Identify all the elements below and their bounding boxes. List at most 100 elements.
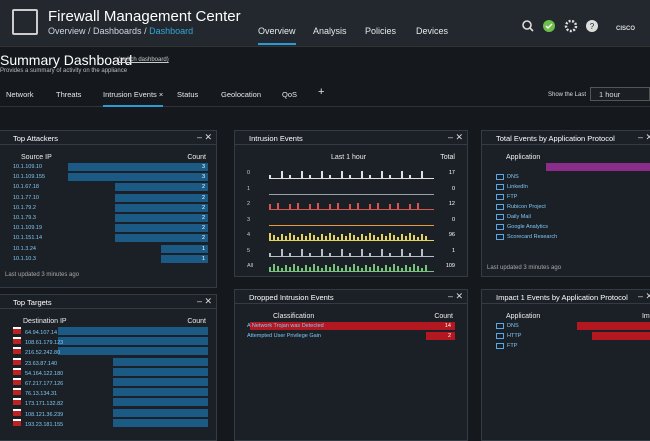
- table-row[interactable]: Rubicon Project: [496, 203, 546, 212]
- spark-tick: [297, 237, 299, 240]
- table-row[interactable]: DNS: [496, 322, 519, 331]
- table-row[interactable]: 10.1.79.3 2: [13, 214, 209, 223]
- table-row[interactable]: Daily Mail: [496, 213, 531, 222]
- count-bar: [161, 254, 208, 263]
- spark-tick: [269, 204, 271, 209]
- table-row[interactable]: 54.164.122.180: [13, 367, 63, 377]
- table-row[interactable]: 10.1.3.24 1: [13, 245, 209, 254]
- spark-tick: [377, 203, 379, 209]
- spark-tick: [349, 204, 351, 209]
- spark-tick: [281, 234, 283, 240]
- time-select[interactable]: 1 hour: [590, 87, 650, 101]
- widget-controls[interactable]: – ✕: [196, 296, 212, 306]
- count-bar: [113, 398, 208, 407]
- table-row[interactable]: Attempted User Privilege Gain 2: [247, 332, 455, 341]
- spark-tick: [337, 237, 339, 240]
- tab[interactable]: QoS: [282, 90, 298, 99]
- total: 96: [448, 232, 455, 238]
- table-row[interactable]: A Network Trojan was Detected 14: [247, 322, 455, 331]
- spark-tick: [353, 235, 355, 240]
- widget-controls[interactable]: – ✕: [447, 291, 463, 301]
- widget-controls[interactable]: – ✕: [447, 132, 463, 142]
- nav-item[interactable]: Analysis: [313, 26, 347, 36]
- table-row[interactable]: 216.52.242.80: [13, 347, 60, 356]
- table-row[interactable]: 173.171.132.82: [13, 398, 63, 407]
- table-row[interactable]: 67.217.177.126: [13, 378, 63, 387]
- sparkline: [269, 201, 434, 210]
- priority-label: All: [247, 263, 254, 269]
- widget-controls[interactable]: – ✕: [637, 291, 650, 301]
- table-row[interactable]: DNS: [496, 173, 519, 182]
- spark-tick: [413, 264, 415, 271]
- table-row[interactable]: FTP: [496, 193, 517, 202]
- table-row[interactable]: 10.1.109.19 2: [13, 224, 209, 233]
- flag: [13, 367, 21, 375]
- widget-controls[interactable]: – ✕: [196, 132, 212, 142]
- app-name: FTP: [507, 343, 518, 349]
- nav-item[interactable]: Overview: [258, 26, 296, 45]
- flag: [13, 378, 21, 385]
- spark-tick: [369, 204, 371, 209]
- table-row[interactable]: 23.63.87.140: [13, 357, 57, 367]
- spark-tick: [409, 267, 411, 271]
- tab[interactable]: Intrusion Events ×: [103, 90, 164, 107]
- tab[interactable]: Geolocation: [221, 90, 262, 99]
- spark-tick: [305, 236, 307, 240]
- table-row[interactable]: 10.1.109.10 3: [13, 163, 209, 172]
- count-bar: [577, 322, 650, 330]
- spark-tick: [341, 171, 343, 178]
- spark-tick: [289, 204, 291, 209]
- table-row[interactable]: 10.1.79.2 2: [13, 204, 209, 213]
- spark-tick: [337, 266, 339, 271]
- table-row[interactable]: 193.23.181.155: [13, 418, 63, 428]
- spark-tick: [309, 233, 311, 240]
- source-ip: 10.1.109.19: [13, 225, 43, 232]
- table-row[interactable]: 76.13.134.31: [13, 388, 57, 397]
- spark-tick: [357, 203, 359, 209]
- spark-tick: [289, 233, 291, 240]
- count-bar: [113, 418, 208, 427]
- spark-tick: [365, 265, 367, 271]
- tab[interactable]: Status: [177, 90, 199, 99]
- add-tab[interactable]: +: [318, 86, 325, 98]
- table-row[interactable]: HTTP: [496, 332, 521, 341]
- table-row[interactable]: Scorecard Research: [496, 233, 557, 242]
- app-name: Scorecard Research: [507, 234, 558, 240]
- table-row[interactable]: 108.121.36.239: [13, 408, 63, 418]
- table-row[interactable]: LinkedIn: [496, 183, 528, 192]
- spark-tick: [321, 248, 323, 256]
- crumb[interactable]: Dashboards: [93, 26, 142, 36]
- logo-mark: [12, 9, 38, 35]
- app-name: Google Analytics: [507, 224, 548, 230]
- table-row[interactable]: FTP: [496, 342, 517, 351]
- tab[interactable]: Threats: [56, 90, 82, 99]
- header-icons[interactable]: ?: [520, 18, 610, 34]
- nav-item[interactable]: Devices: [416, 26, 449, 36]
- table-row[interactable]: 108.61.179.123: [13, 337, 63, 346]
- table-row[interactable]: Google Analytics: [496, 223, 548, 232]
- widget: Total Events by Application Protocol– ✕ A…: [481, 130, 650, 277]
- table-row[interactable]: 64.94.107.14: [13, 327, 57, 336]
- switch-link[interactable]: (switch dashboard): [118, 57, 169, 63]
- spark-tick: [425, 236, 427, 240]
- spark-tick: [401, 171, 403, 178]
- count: 2: [201, 215, 205, 221]
- spark-tick: [317, 266, 319, 271]
- table-row[interactable]: 10.1.67.18 2: [13, 183, 209, 192]
- spark-tick: [405, 265, 407, 271]
- spark-tick: [297, 203, 299, 209]
- nav-item[interactable]: Policies: [365, 26, 397, 36]
- spark-tick: [369, 267, 371, 271]
- table-row[interactable]: 10.1.10.3 1: [13, 255, 209, 264]
- widget-controls[interactable]: – ✕: [637, 132, 650, 142]
- crumb[interactable]: Overview: [48, 26, 86, 36]
- total: 1: [451, 247, 455, 254]
- spark-tick: [321, 268, 323, 271]
- spark-tick: [357, 237, 359, 240]
- table-row[interactable]: 10.1.151.14 2: [13, 234, 209, 243]
- tab[interactable]: Network: [6, 90, 34, 99]
- table-row[interactable]: 10.1.77.10 2: [13, 194, 209, 203]
- table-row[interactable]: 10.1.109.155 3: [13, 173, 209, 182]
- spark-tick: [421, 248, 423, 256]
- dest-ip: 108.61.179.123: [25, 340, 64, 347]
